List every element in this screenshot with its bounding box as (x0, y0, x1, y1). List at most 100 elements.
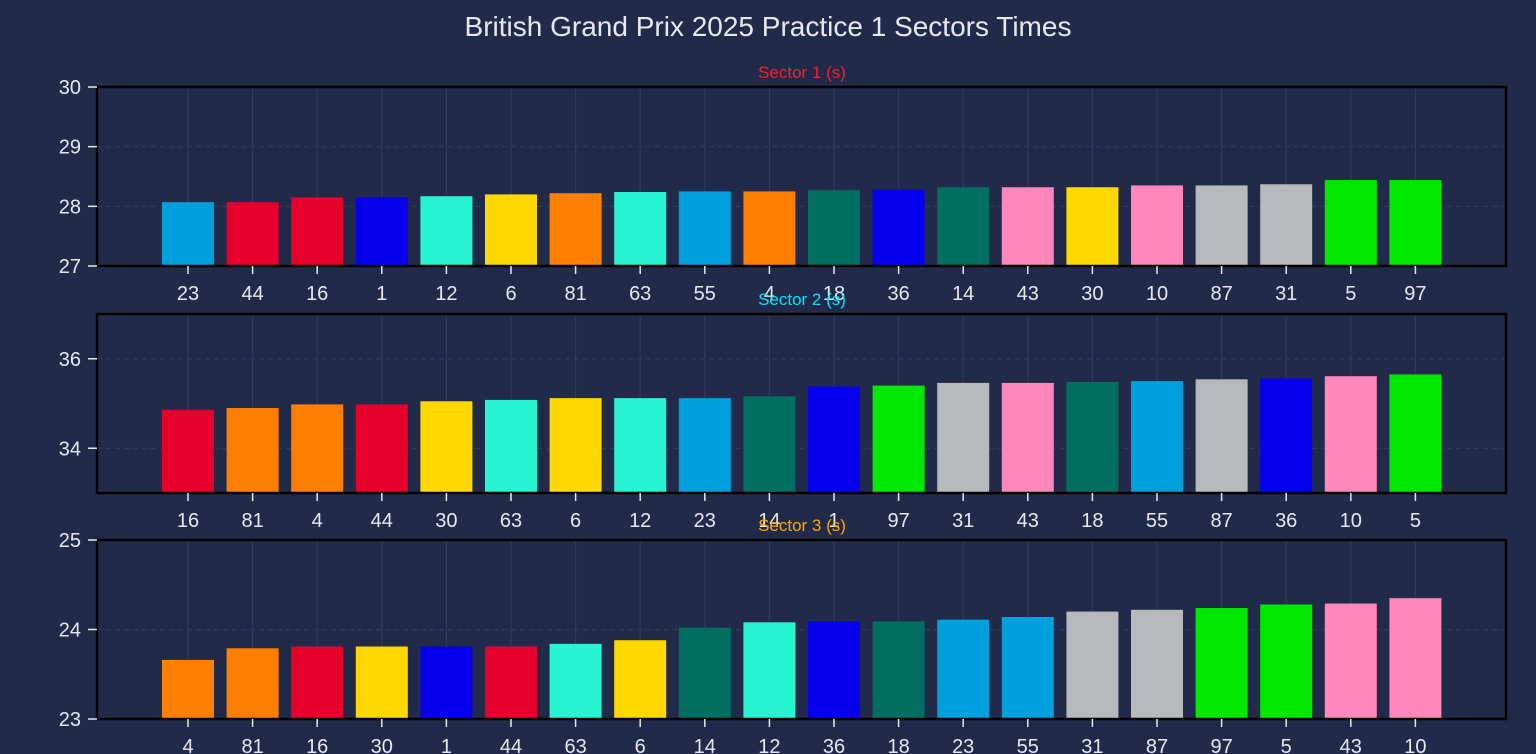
x-tick-label: 5 (1345, 283, 1356, 305)
bar-driver-23 (937, 619, 990, 719)
x-tick-label: 36 (823, 736, 845, 754)
bar-driver-18 (872, 621, 925, 719)
bar-driver-55 (1001, 616, 1054, 719)
bar-driver-5 (1324, 180, 1377, 266)
x-tick-label: 44 (500, 736, 522, 754)
bar-driver-14 (678, 627, 731, 719)
x-tick-label: 1 (828, 510, 839, 532)
x-tick-label: 6 (505, 283, 516, 305)
bar-driver-31 (1066, 611, 1119, 719)
plot-frame (95, 85, 1508, 268)
bar-driver-16 (291, 197, 344, 266)
bar-driver-44 (485, 646, 537, 719)
x-tick-label: 44 (241, 283, 263, 305)
bar-driver-30 (1066, 187, 1119, 266)
bar-driver-16 (291, 646, 344, 719)
x-tick-label: 43 (1017, 510, 1039, 532)
x-tick-label: 55 (694, 283, 716, 305)
x-tick-label: 97 (887, 510, 909, 532)
bar-driver-43 (1001, 382, 1054, 493)
x-tick-label: 12 (629, 510, 651, 532)
bar-driver-63 (549, 643, 602, 719)
bar-driver-18 (808, 190, 860, 266)
bar-driver-44 (226, 202, 279, 266)
bar-driver-36 (1260, 378, 1313, 493)
bar-driver-55 (678, 191, 731, 266)
x-tick-label: 43 (1017, 283, 1039, 305)
bar-driver-12 (420, 196, 473, 266)
x-tick-label: 5 (1410, 510, 1421, 532)
x-tick-label: 12 (435, 283, 457, 305)
x-tick-label: 6 (635, 736, 646, 754)
x-tick-label: 43 (1340, 736, 1362, 754)
x-tick-label: 63 (500, 510, 522, 532)
x-tick-label: 10 (1340, 510, 1362, 532)
x-tick-label: 18 (1081, 510, 1103, 532)
bar-driver-5 (1389, 374, 1442, 493)
bar-driver-1 (420, 646, 473, 719)
bar-driver-5 (1260, 604, 1313, 719)
x-tick-label: 87 (1210, 283, 1232, 305)
bar-driver-55 (1131, 381, 1183, 493)
x-tick-label: 63 (629, 283, 651, 305)
x-tick-label: 31 (1081, 736, 1103, 754)
x-tick-label: 81 (241, 736, 263, 754)
sector-panel-3: 4 81 16 30 1 44 63 6 14 12 36 18 23 55 31 87 97 5 43 10 23 24… (59, 516, 1508, 754)
bar-driver-81 (226, 648, 279, 719)
bar-driver-31 (937, 382, 990, 493)
y-tick-label: 24 (59, 620, 81, 642)
x-tick-label: 18 (823, 283, 845, 305)
x-tick-label: 31 (1275, 283, 1297, 305)
bar-driver-81 (549, 193, 602, 266)
bar-driver-31 (1260, 184, 1313, 266)
y-tick-label: 34 (59, 438, 81, 460)
x-tick-label: 1 (441, 736, 452, 754)
sector-title: Sector 1 (s) (758, 63, 846, 82)
sector-title: Sector 3 (s) (758, 516, 846, 535)
bar-driver-12 (743, 622, 796, 719)
x-tick-label: 14 (952, 283, 974, 305)
bar-driver-63 (614, 192, 667, 266)
bar-driver-18 (1066, 382, 1119, 493)
sector-panels: 23 44 16 1 12 6 81 63 55 4 18 36 14 43 30 10 87 31 5 972728… (59, 63, 1508, 754)
x-tick-label: 4 (312, 510, 323, 532)
x-tick-label: 31 (952, 510, 974, 532)
bar-driver-4 (291, 404, 344, 493)
bar-driver-1 (355, 197, 408, 266)
bar-driver-87 (1131, 609, 1183, 719)
bar-driver-43 (1324, 603, 1377, 719)
x-tick-label: 4 (764, 283, 775, 305)
x-tick-label: 30 (435, 510, 457, 532)
bar-driver-30 (355, 646, 408, 719)
bar-driver-97 (1195, 608, 1248, 719)
plot-frame (95, 312, 1508, 495)
bar-driver-10 (1131, 185, 1183, 266)
x-tick-label: 81 (564, 283, 586, 305)
x-tick-label: 23 (177, 283, 199, 305)
x-tick-label: 14 (758, 510, 780, 532)
x-tick-label: 10 (1404, 736, 1426, 754)
bar-driver-14 (937, 187, 990, 266)
bar-driver-16 (162, 409, 214, 493)
bar-driver-4 (162, 659, 214, 719)
x-tick-label: 23 (694, 510, 716, 532)
bar-driver-6 (485, 194, 537, 266)
x-tick-label: 4 (182, 736, 193, 754)
bar-driver-36 (872, 189, 925, 266)
x-tick-label: 30 (1081, 283, 1103, 305)
x-tick-label: 63 (564, 736, 586, 754)
y-tick-label: 27 (59, 256, 81, 278)
bar-driver-6 (549, 398, 602, 493)
bar-driver-10 (1324, 376, 1377, 493)
x-tick-label: 36 (887, 283, 909, 305)
bar-driver-87 (1195, 185, 1248, 266)
x-tick-label: 6 (570, 510, 581, 532)
sector-title: Sector 2 (s) (758, 290, 846, 309)
bar-driver-97 (872, 385, 925, 493)
x-tick-label: 44 (371, 510, 393, 532)
x-tick-label: 14 (694, 736, 716, 754)
sector-panel-1: 23 44 16 1 12 6 81 63 55 4 18 36 14 43 30 10 87 31 5 97 27 28… (59, 63, 1508, 305)
y-tick-label: 36 (59, 349, 81, 371)
bar-driver-87 (1195, 379, 1248, 493)
